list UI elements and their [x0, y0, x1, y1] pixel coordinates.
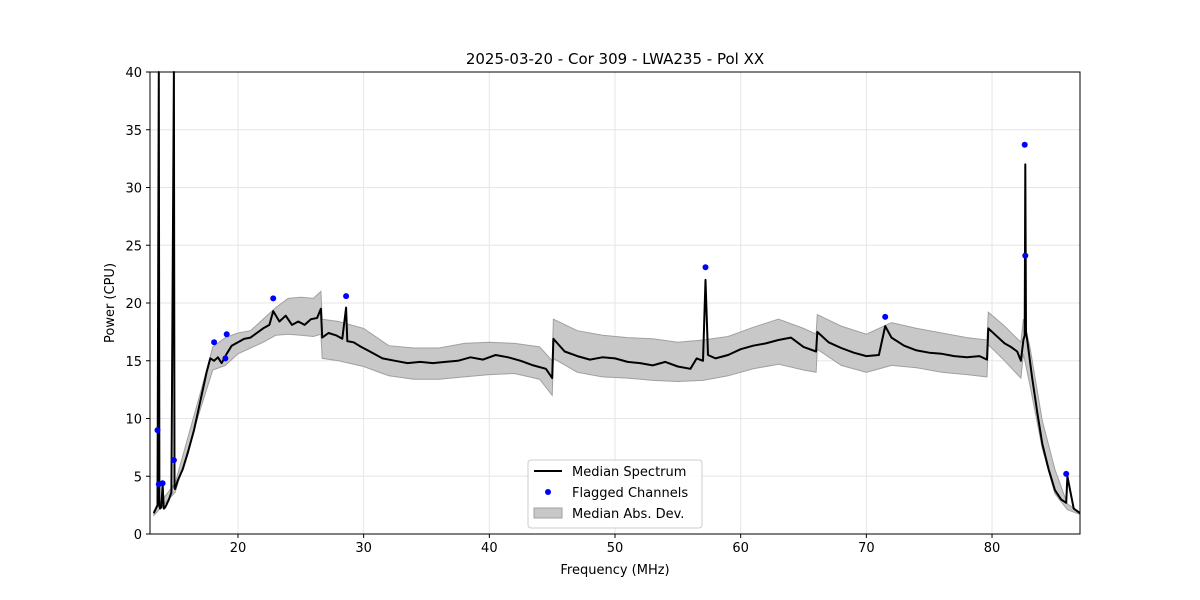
flagged-channel-point: [1021, 141, 1028, 148]
x-axis-label: Frequency (MHz): [560, 563, 669, 578]
x-tick-label: 80: [984, 541, 1001, 556]
legend: Median Spectrum Flagged Channels Median …: [527, 459, 703, 529]
flagged-channel-point: [170, 457, 177, 464]
x-tick-label: 30: [355, 541, 372, 556]
legend-dot-swatch: [545, 489, 551, 495]
flagged-channel-point: [154, 427, 161, 434]
legend-label-median: Median Spectrum: [572, 465, 686, 480]
flagged-channel-point: [222, 355, 229, 362]
y-tick-label: 10: [125, 413, 142, 428]
y-tick-label: 25: [125, 239, 142, 254]
legend-box: [527, 459, 703, 529]
legend-label-flagged: Flagged Channels: [572, 486, 688, 501]
y-tick-label: 40: [125, 66, 142, 81]
median-spectrum-line: [152, 71, 1081, 515]
flagged-points-layer: [154, 141, 1070, 488]
legend-label-mad: Median Abs. Dev.: [572, 507, 684, 522]
chart-title: 2025-03-20 - Cor 309 - LWA235 - Pol XX: [466, 50, 764, 68]
x-tick-label: 40: [481, 541, 498, 556]
x-tick-label: 70: [858, 541, 875, 556]
y-tick-label: 35: [125, 124, 142, 139]
flagged-channel-point: [1063, 470, 1070, 477]
flagged-channel-point: [270, 295, 277, 302]
y-tick-label: 20: [125, 297, 142, 312]
ticks: 20 30 40 50 60 70 80 0 5 10 15 20 25 30 35 40: [125, 66, 1000, 556]
flagged-channel-point: [159, 480, 166, 487]
x-tick-label: 20: [230, 541, 247, 556]
y-tick-label: 15: [125, 355, 142, 370]
y-tick-label: 5: [134, 470, 142, 485]
y-tick-label: 30: [125, 182, 142, 197]
x-tick-label: 60: [732, 541, 749, 556]
flagged-channel-point: [223, 331, 230, 338]
flagged-channel-point: [702, 264, 709, 271]
legend-band-swatch: [533, 507, 563, 519]
x-tick-label: 50: [607, 541, 624, 556]
flagged-channel-point: [343, 293, 350, 300]
flagged-channel-point: [882, 313, 889, 320]
flagged-channel-point: [1022, 252, 1029, 259]
median-line-layer: [152, 71, 1081, 515]
y-tick-label: 0: [134, 528, 142, 543]
flagged-channel-point: [211, 339, 218, 346]
y-axis-label: Power (CPU): [103, 263, 118, 343]
